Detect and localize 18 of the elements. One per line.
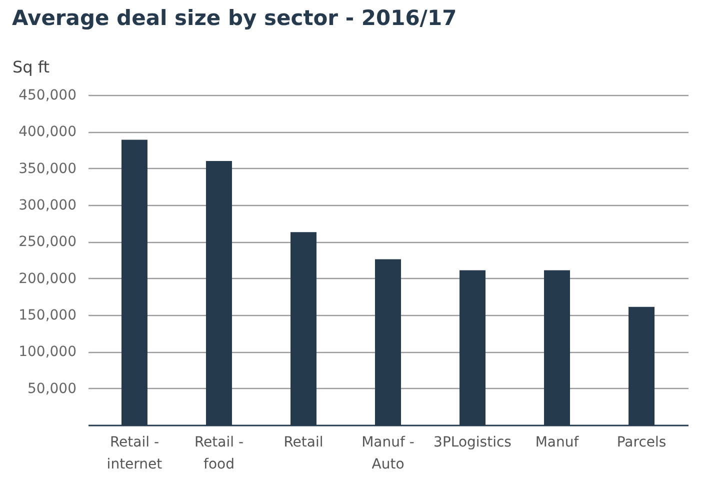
y-tick-label: 400,000 xyxy=(18,124,76,140)
y-tick-label: 250,000 xyxy=(18,234,76,250)
chart-title: Average deal size by sector - 2016/17 xyxy=(12,6,457,30)
y-tick-label: 200,000 xyxy=(18,270,76,287)
y-tick-label: 150,000 xyxy=(18,308,76,324)
x-tick-label: Manuf xyxy=(535,434,580,450)
y-tick-label: 100,000 xyxy=(18,344,76,360)
x-tick-label: Retail - internet xyxy=(106,434,163,472)
y-tick-label: 450,000 xyxy=(18,88,76,104)
x-tick-label: Manuf - Auto xyxy=(362,434,414,472)
y-tick-label: 350,000 xyxy=(18,160,76,177)
x-tick-label: Retail xyxy=(284,434,324,450)
x-tick-label: Retail - food xyxy=(194,434,244,472)
x-tick-label: Parcels xyxy=(616,434,666,450)
y-tick-label: 50,000 xyxy=(28,380,76,397)
x-tick-label: 3PLogistics xyxy=(434,434,512,450)
y-tick-label: 300,000 xyxy=(18,198,76,214)
y-axis-title: Sq ft xyxy=(12,58,50,76)
